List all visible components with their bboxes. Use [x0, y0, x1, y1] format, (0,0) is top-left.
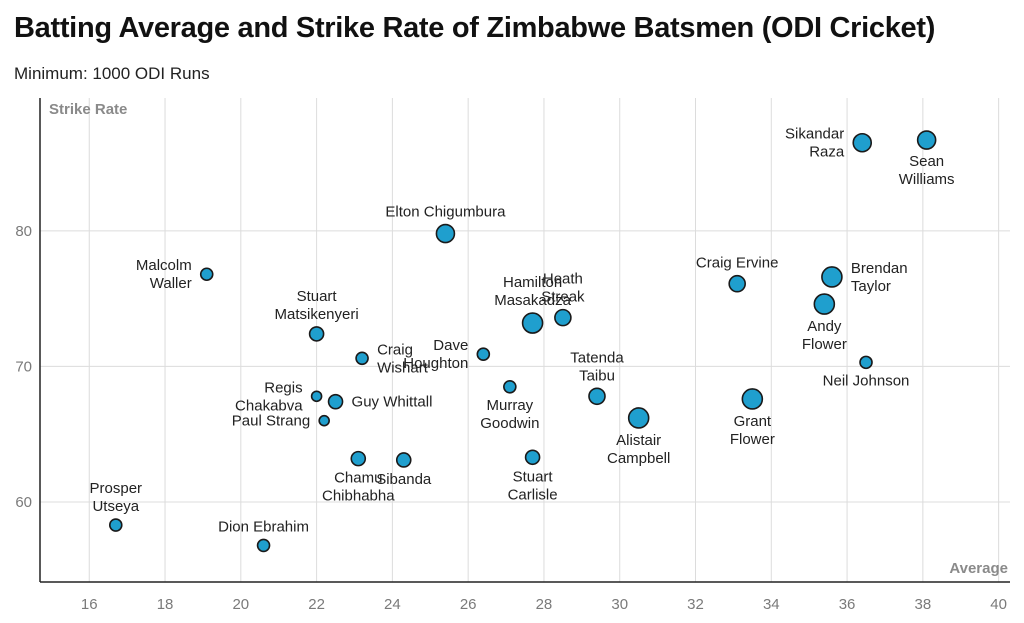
data-point	[395, 452, 412, 468]
data-point-label: Andy Flower	[802, 318, 847, 353]
x-tick-label: 30	[611, 596, 628, 613]
data-point-label: Craig Ervine	[696, 255, 779, 272]
data-point-label: Paul Strang	[232, 413, 310, 430]
data-point	[588, 387, 606, 406]
data-point	[199, 267, 214, 282]
data-point-label: Chamu Chibhabha	[322, 470, 395, 505]
y-tick-label: 70	[15, 358, 32, 375]
data-point-label: Hamilton Masakadza	[494, 274, 571, 309]
data-point-label: Elton Chigumbura	[385, 204, 506, 221]
x-tick-label: 20	[232, 596, 249, 613]
data-point-label: Brendan Taylor	[851, 260, 908, 295]
data-point-label: Dave Houghton	[403, 337, 468, 372]
data-point-label: Alistair Campbell	[607, 432, 670, 467]
data-point	[521, 312, 544, 334]
data-point	[435, 223, 456, 244]
data-point-label: Sikandar Raza	[785, 126, 845, 161]
y-tick-label: 60	[15, 494, 32, 511]
x-tick-label: 36	[839, 596, 856, 613]
x-axis-title: Average	[949, 560, 1008, 577]
data-point-label: Malcolm Waller	[136, 257, 192, 292]
x-tick-label: 34	[763, 596, 780, 613]
data-point-label: Dion Ebrahim	[218, 518, 309, 535]
data-point-label: Heath Streak	[541, 271, 585, 306]
data-point	[916, 130, 937, 150]
chart-title: Batting Average and Strike Rate of Zimba…	[14, 12, 936, 44]
data-point	[741, 388, 764, 410]
data-point	[627, 407, 650, 429]
data-point-label: Sibanda	[376, 471, 432, 488]
data-points	[108, 130, 937, 553]
data-point	[554, 308, 572, 327]
y-axis-ticks: 60 70 80	[15, 223, 32, 511]
data-labels: Sikandar Raza Sean Williams Elton Chigumbura…	[90, 126, 955, 536]
data-point-label: Neil Johnson	[823, 372, 910, 389]
data-point	[476, 347, 491, 362]
data-point-label: Stuart Carlisle	[508, 468, 558, 503]
chart-subtitle: Minimum: 1000 ODI Runs	[14, 64, 210, 83]
data-point-label: Grant Flower	[730, 413, 775, 448]
data-point	[852, 132, 873, 153]
data-point	[503, 379, 517, 394]
gridlines	[40, 98, 1010, 582]
x-tick-label: 26	[460, 596, 477, 613]
x-axis-ticks: 16 18 20 22 24 26 28 30 32 34 36 38 40	[81, 596, 1007, 613]
data-point	[813, 293, 836, 315]
data-point	[310, 390, 323, 403]
data-point	[256, 538, 271, 553]
x-tick-label: 24	[384, 596, 401, 613]
data-point	[108, 518, 123, 532]
data-point	[308, 326, 325, 342]
x-tick-label: 22	[308, 596, 325, 613]
x-tick-label: 32	[687, 596, 704, 613]
x-tick-label: 38	[915, 596, 932, 613]
y-axis-title: Strike Rate	[49, 101, 127, 118]
data-point-label: Regis Chakabva	[235, 379, 303, 414]
x-tick-label: 28	[536, 596, 553, 613]
data-point	[728, 274, 746, 293]
data-point	[821, 266, 843, 288]
data-point	[524, 449, 541, 466]
x-tick-label: 40	[990, 596, 1007, 613]
data-point-label: Guy Whittall	[352, 394, 433, 411]
data-point	[859, 355, 873, 370]
data-point-label: Craig Wishart	[377, 341, 429, 376]
data-point-label: Tatenda Taibu	[570, 349, 624, 384]
data-point	[350, 450, 367, 467]
data-point-label: Prosper Utseya	[90, 480, 143, 515]
data-point	[318, 414, 330, 427]
data-point-label: Sean Williams	[899, 153, 955, 188]
y-tick-label: 80	[15, 223, 32, 240]
x-tick-label: 18	[157, 596, 174, 613]
x-tick-label: 16	[81, 596, 98, 613]
data-point-label: Murray Goodwin	[480, 397, 539, 432]
data-point	[327, 393, 344, 410]
data-point-label: Stuart Matsikenyeri	[275, 288, 359, 323]
data-point	[355, 351, 369, 366]
